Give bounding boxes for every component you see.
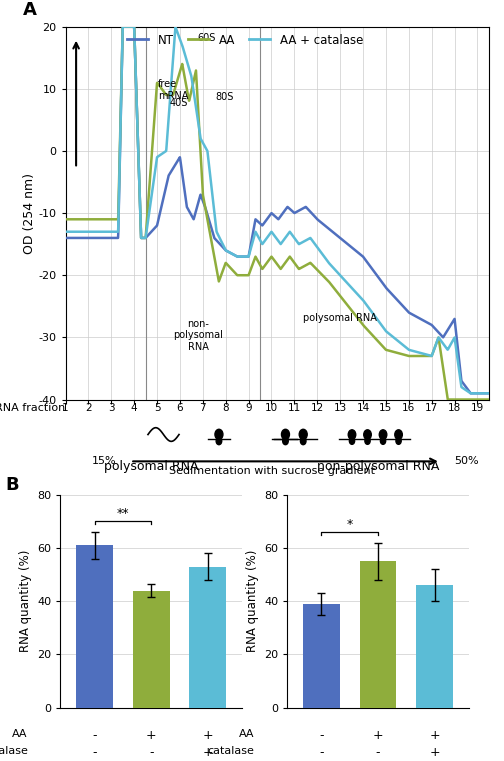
Circle shape — [348, 430, 356, 440]
Text: RNA fraction: RNA fraction — [0, 403, 66, 412]
Text: -: - — [319, 746, 324, 759]
Text: AA: AA — [239, 729, 255, 739]
Circle shape — [365, 438, 370, 444]
Text: 40S: 40S — [170, 98, 188, 108]
Title: non-polysomal RNA: non-polysomal RNA — [317, 460, 439, 473]
Text: +: + — [203, 729, 213, 742]
Legend: NT, AA, AA + catalase: NT, AA, AA + catalase — [122, 29, 368, 51]
Text: 9: 9 — [245, 403, 252, 412]
Bar — [359, 561, 397, 708]
Text: -: - — [149, 746, 153, 759]
Text: -: - — [319, 729, 324, 742]
Text: 8: 8 — [222, 403, 229, 412]
Text: -: - — [92, 729, 97, 742]
Text: 15%: 15% — [92, 457, 117, 466]
Title: polysomal RNA: polysomal RNA — [104, 460, 199, 473]
Circle shape — [216, 438, 222, 444]
Text: 15: 15 — [380, 403, 393, 412]
Circle shape — [299, 429, 307, 440]
Text: 11: 11 — [288, 403, 301, 412]
Text: A: A — [23, 2, 37, 19]
Circle shape — [381, 438, 386, 444]
Text: *: * — [347, 517, 353, 530]
Text: catalase: catalase — [208, 746, 255, 756]
Text: 2: 2 — [85, 403, 92, 412]
Circle shape — [300, 438, 306, 444]
Text: **: ** — [116, 507, 129, 520]
Circle shape — [349, 438, 355, 444]
Text: 18: 18 — [448, 403, 461, 412]
Text: 17: 17 — [425, 403, 438, 412]
Text: 80S: 80S — [215, 92, 234, 102]
Text: Sedimentation with sucrose gradient: Sedimentation with sucrose gradient — [169, 466, 375, 476]
Circle shape — [395, 430, 402, 440]
Text: AA: AA — [12, 729, 28, 739]
Text: +: + — [203, 746, 213, 759]
Text: +: + — [429, 746, 440, 759]
Y-axis label: RNA quantity (%): RNA quantity (%) — [245, 550, 259, 652]
Text: +: + — [146, 729, 157, 742]
Text: 5: 5 — [154, 403, 160, 412]
Text: 13: 13 — [334, 403, 347, 412]
Text: non-
polysomal
RNA: non- polysomal RNA — [173, 319, 223, 352]
Text: -: - — [92, 746, 97, 759]
Text: 3: 3 — [108, 403, 114, 412]
Text: free
mRNA: free mRNA — [158, 79, 188, 101]
Circle shape — [281, 429, 289, 440]
Text: 12: 12 — [310, 403, 324, 412]
Circle shape — [215, 429, 223, 440]
Text: +: + — [372, 729, 384, 742]
Text: 6: 6 — [176, 403, 183, 412]
Bar — [190, 566, 226, 708]
Circle shape — [396, 438, 401, 444]
Text: 16: 16 — [402, 403, 415, 412]
Bar — [303, 604, 340, 708]
Text: -: - — [376, 746, 380, 759]
Text: B: B — [5, 476, 19, 494]
Bar — [133, 591, 170, 708]
Text: catalase: catalase — [0, 746, 28, 756]
Circle shape — [283, 438, 288, 444]
Text: polysomal RNA: polysomal RNA — [303, 313, 377, 323]
Y-axis label: OD (254 nm): OD (254 nm) — [23, 173, 36, 253]
Text: 50%: 50% — [454, 457, 479, 466]
Text: 4: 4 — [131, 403, 138, 412]
Y-axis label: RNA quantity (%): RNA quantity (%) — [19, 550, 32, 652]
Circle shape — [380, 430, 387, 440]
Circle shape — [364, 430, 371, 440]
Text: 1: 1 — [62, 403, 69, 412]
Text: 7: 7 — [200, 403, 206, 412]
Text: 19: 19 — [471, 403, 484, 412]
Text: 10: 10 — [265, 403, 278, 412]
Text: +: + — [429, 729, 440, 742]
Text: 60S: 60S — [197, 33, 216, 43]
Text: 14: 14 — [356, 403, 369, 412]
Bar — [416, 585, 453, 708]
Bar — [76, 545, 113, 708]
